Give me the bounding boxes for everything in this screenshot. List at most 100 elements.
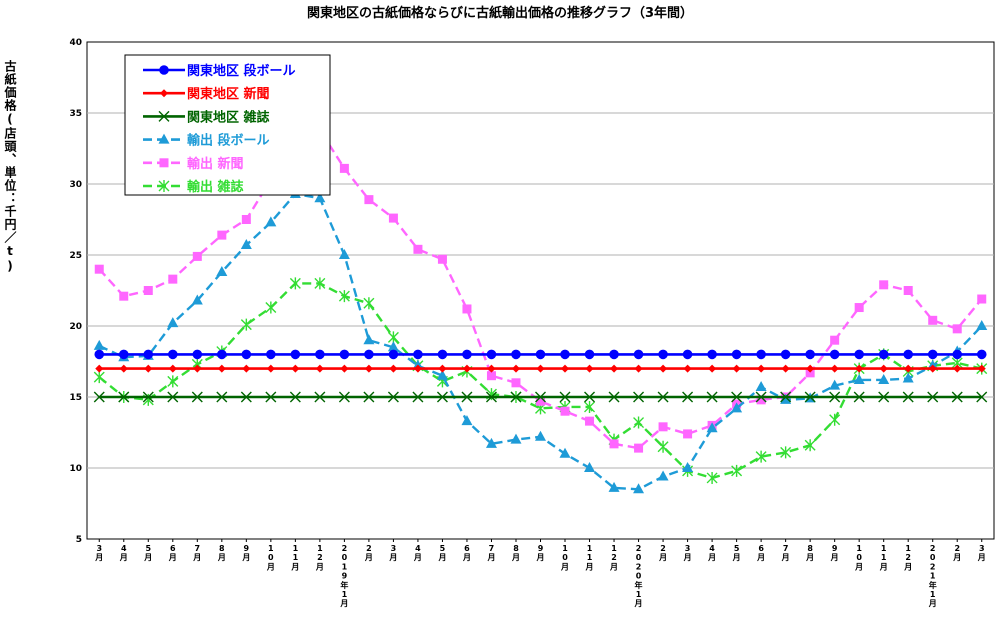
legend-label-0: 関東地区 段ボール — [187, 63, 296, 79]
series-3-point-15 — [461, 415, 473, 426]
series-4-point-24 — [683, 429, 693, 439]
series-0-point-31 — [854, 349, 864, 360]
series-0 — [94, 349, 987, 360]
series-2-point-11 — [363, 391, 375, 403]
series-0-point-29 — [805, 349, 815, 360]
series-2-point-7 — [265, 391, 277, 403]
series-4-point-22 — [634, 443, 644, 453]
series-0-point-33 — [903, 349, 914, 360]
series-3-point-3 — [167, 317, 179, 328]
series-1-point-3 — [168, 364, 177, 373]
series-1-point-10 — [340, 364, 349, 373]
legend-label-3: 輸出 段ボール — [187, 133, 270, 149]
series-0-point-7 — [266, 349, 276, 360]
series-1-point-35 — [953, 364, 962, 373]
series-2-point-2 — [142, 391, 154, 403]
series-4 — [94, 125, 987, 453]
series-5-point-26 — [731, 464, 743, 477]
series-5-point-23 — [657, 440, 669, 453]
series-5-point-3 — [167, 375, 179, 388]
series-3-point-33 — [902, 372, 914, 383]
series-2 — [93, 391, 988, 403]
series-0-point-4 — [192, 349, 203, 360]
y-tick-label-5: 30 — [69, 180, 82, 190]
series-1-point-15 — [462, 364, 471, 373]
series-3-point-5 — [216, 266, 228, 277]
series-0-point-26 — [731, 349, 742, 360]
series-4-point-20 — [585, 416, 595, 426]
series-1-point-36 — [977, 364, 986, 373]
series-3-point-17 — [510, 433, 522, 444]
series-1-point-9 — [315, 364, 324, 373]
series-2-point-8 — [289, 391, 301, 403]
series-0-point-8 — [290, 349, 301, 360]
series-0-point-21 — [609, 349, 619, 360]
series-3-point-24 — [682, 462, 694, 472]
series-4-point-3 — [168, 274, 178, 284]
series-0-point-20 — [584, 349, 595, 360]
series-4-point-5 — [217, 230, 227, 240]
series-3-point-11 — [363, 334, 375, 345]
series-5-point-7 — [265, 301, 277, 314]
series-0-point-22 — [633, 349, 644, 360]
series-1-point-16 — [487, 364, 496, 373]
y-tick-label-1: 10 — [69, 464, 82, 474]
series-1-point-28 — [781, 364, 790, 373]
series-0-point-2 — [143, 349, 154, 360]
series-3-point-36 — [976, 320, 988, 330]
series-2-point-27 — [755, 391, 767, 403]
series-2-point-0 — [93, 391, 105, 403]
series-2-point-33 — [902, 391, 914, 403]
y-tick-label-7: 40 — [69, 38, 82, 48]
series-2-point-13 — [412, 391, 424, 403]
series-0-point-5 — [217, 349, 227, 360]
series-1-point-22 — [634, 364, 643, 373]
series-3-point-32 — [878, 373, 890, 384]
series-4-point-17 — [511, 378, 521, 388]
series-5-point-8 — [289, 277, 301, 290]
series-0-point-24 — [682, 349, 693, 360]
series-0-point-9 — [315, 349, 325, 360]
series-2-point-1 — [118, 391, 130, 403]
series-3-point-4 — [191, 294, 203, 305]
series-2-point-26 — [731, 391, 743, 403]
series-3-point-7 — [265, 216, 277, 227]
legend-marker-2 — [158, 110, 170, 122]
series-1-point-25 — [708, 364, 717, 373]
series-4-point-30 — [830, 335, 840, 345]
series-4-point-18 — [536, 396, 545, 406]
series-3-point-12 — [387, 341, 399, 352]
series-1-point-0 — [95, 364, 104, 373]
series-1-point-6 — [242, 364, 251, 373]
series-0-point-12 — [388, 349, 399, 360]
series-2-point-14 — [436, 391, 448, 403]
series-2-point-6 — [240, 391, 252, 403]
series-2-point-22 — [633, 391, 645, 403]
series-4-point-34 — [928, 315, 938, 325]
series-2-point-5 — [216, 391, 228, 403]
series-1-point-23 — [659, 364, 668, 373]
series-0-point-23 — [658, 349, 668, 360]
series-4-point-13 — [413, 244, 423, 254]
series-4-point-23 — [658, 422, 668, 432]
series-5-point-22 — [633, 416, 645, 429]
legend-label-5: 輸出 雑誌 — [187, 179, 244, 195]
series-2-point-20 — [584, 391, 596, 403]
series-1-point-20 — [585, 364, 594, 373]
series-4-point-29 — [805, 368, 815, 378]
series-1-point-29 — [806, 364, 815, 373]
series-3-point-30 — [829, 379, 841, 390]
